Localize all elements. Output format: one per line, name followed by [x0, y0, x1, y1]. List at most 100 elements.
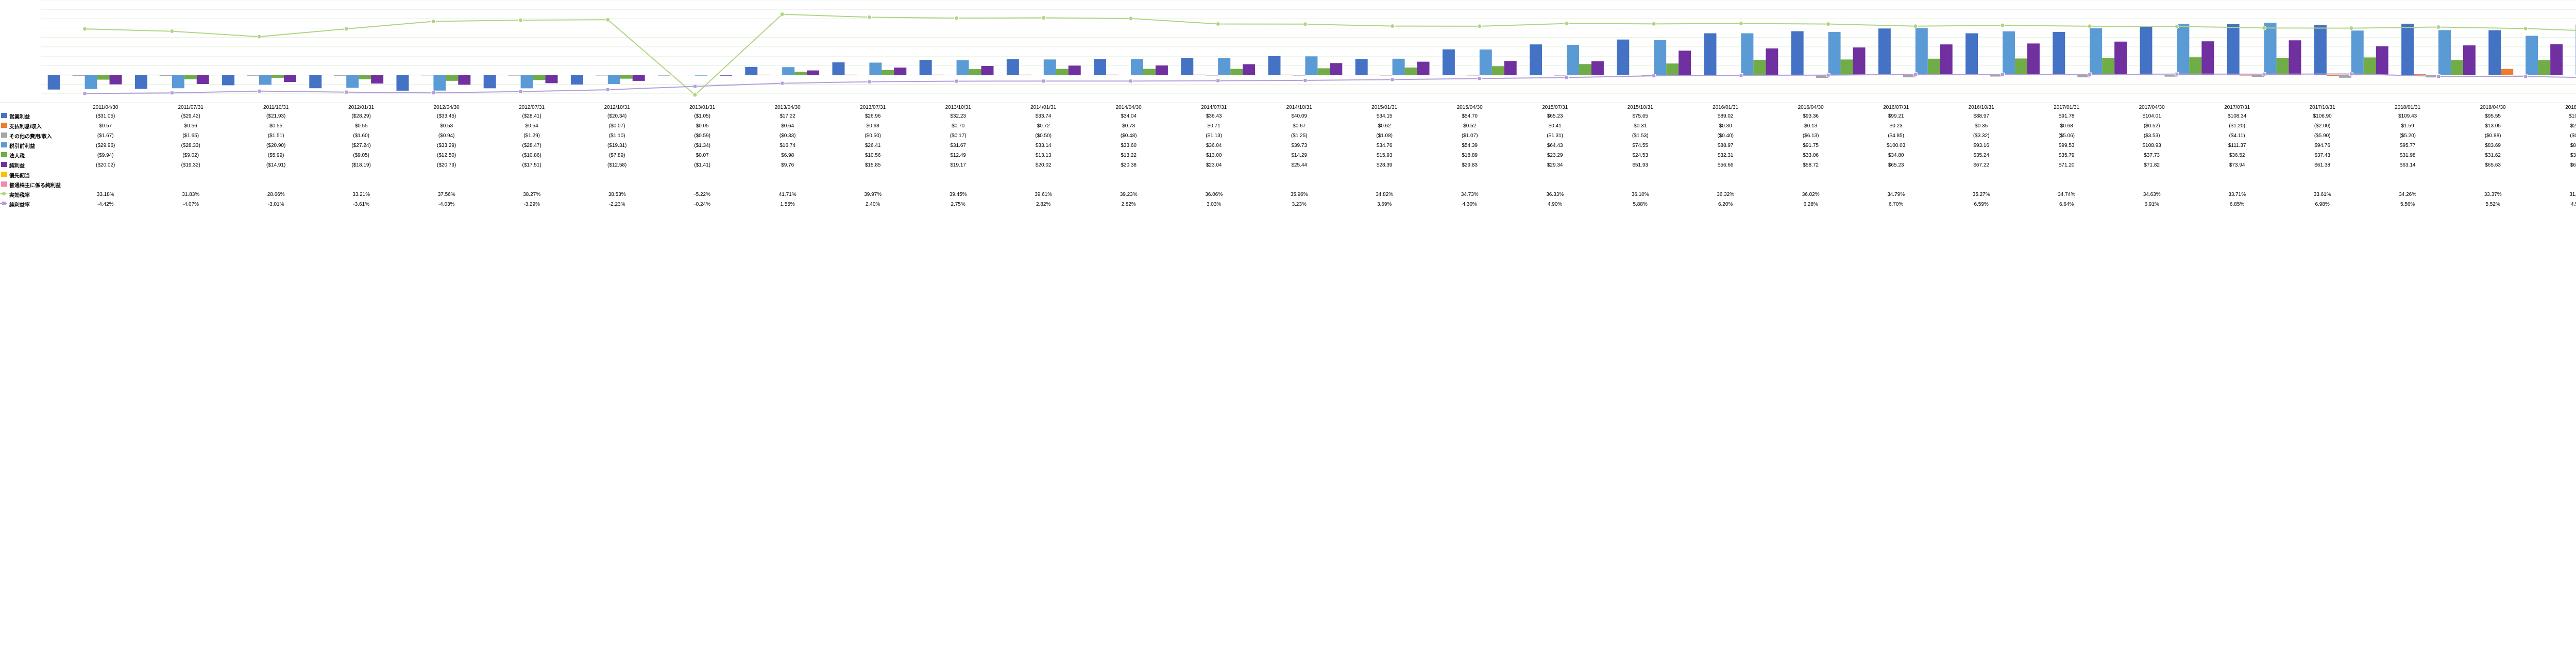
cell-int_exp: $0.55: [318, 121, 404, 131]
cell-op_income: ($28.41): [489, 111, 574, 121]
cell-net_income: ($18.19): [318, 160, 404, 170]
cell-op_income: $108.34: [2194, 111, 2280, 121]
cell-net_income: ($19.32): [148, 160, 233, 170]
cell-net_margin: -4.07%: [148, 200, 233, 209]
cell-eff_tax: 31.59%: [2535, 190, 2576, 200]
cell-pretax: $34.76: [1342, 141, 1427, 151]
cell-tax: $37.73: [2109, 151, 2195, 160]
cell-pretax: $33.14: [1001, 141, 1086, 151]
row-header-common_net: 普通株主に係る純利益: [0, 180, 63, 190]
cell-eff_tax: 36.33%: [1512, 190, 1598, 200]
cell-net_income: $28.39: [1342, 160, 1427, 170]
cell-common_net: [1939, 180, 2024, 190]
cell-op_income: $91.78: [2024, 111, 2109, 121]
cell-other_exp: ($4.85): [1853, 131, 1939, 141]
cell-tax: ($12.50): [404, 151, 489, 160]
cell-net_income: $58.72: [1768, 160, 1854, 170]
cell-pretax: $100.03: [1853, 141, 1939, 151]
cell-net_income: $20.02: [1001, 160, 1086, 170]
cell-net_income: $19.17: [916, 160, 1001, 170]
cell-other_exp: ($3.53): [2109, 131, 2195, 141]
cell-pretax: ($28.33): [148, 141, 233, 151]
cell-net_margin: 6.70%: [1853, 200, 1939, 209]
cell-net_margin: 6.85%: [2194, 200, 2280, 209]
cell-net_margin: 3.03%: [1171, 200, 1257, 209]
cell-pretax: ($27.24): [318, 141, 404, 151]
cell-int_exp: $0.53: [404, 121, 489, 131]
row-header-pref_div: 優先配当: [0, 170, 63, 180]
period-header: 2018/01/31: [2365, 103, 2450, 111]
cell-net_margin: 5.52%: [2450, 200, 2536, 209]
cell-pretax: ($28.47): [489, 141, 574, 151]
cell-net_margin: 2.75%: [916, 200, 1001, 209]
cell-other_exp: ($0.48): [1086, 131, 1172, 141]
cell-net_income: ($20.79): [404, 160, 489, 170]
cell-eff_tax: 33.37%: [2450, 190, 2536, 200]
row-header-eff_tax: 実効税率: [0, 190, 63, 200]
period-header: 2012/04/30: [404, 103, 489, 111]
cell-pref_div: [1257, 170, 1342, 180]
cell-other_exp: ($1.07): [1427, 131, 1513, 141]
cell-net_income: $61.38: [2280, 160, 2365, 170]
cell-pref_div: [1342, 170, 1427, 180]
cell-tax: $36.52: [2194, 151, 2280, 160]
cell-other_exp: ($0.31): [2535, 131, 2576, 141]
cell-net_income: $73.94: [2194, 160, 2280, 170]
cell-pref_div: [2450, 170, 2536, 180]
period-header: 2018/07/31: [2535, 103, 2576, 111]
cell-eff_tax: 33.21%: [318, 190, 404, 200]
cell-pref_div: [830, 170, 916, 180]
cell-op_income: $65.23: [1512, 111, 1598, 121]
cell-other_exp: ($1.29): [489, 131, 574, 141]
cell-other_exp: ($0.94): [404, 131, 489, 141]
cell-common_net: [2535, 180, 2576, 190]
period-header: 2012/07/31: [489, 103, 574, 111]
cell-int_exp: ($0.07): [574, 121, 660, 131]
period-header: 2011/10/31: [233, 103, 318, 111]
cell-other_exp: ($5.20): [2365, 131, 2450, 141]
cell-net_income: $65.23: [1853, 160, 1939, 170]
cell-tax: $10.56: [830, 151, 916, 160]
cell-net_margin: -3.29%: [489, 200, 574, 209]
cell-pretax: $95.77: [2365, 141, 2450, 151]
cell-net_margin: -4.03%: [404, 200, 489, 209]
cell-net_margin: 6.98%: [2280, 200, 2365, 209]
cell-net_income: $23.04: [1171, 160, 1257, 170]
cell-op_income: $17.22: [745, 111, 831, 121]
cell-int_exp: $0.30: [1683, 121, 1768, 131]
cell-tax: $31.98: [2365, 151, 2450, 160]
period-header: 2018/04/30: [2450, 103, 2536, 111]
cell-tax: $15.93: [1342, 151, 1427, 160]
cell-net_income: $29.34: [1512, 160, 1598, 170]
cell-other_exp: ($0.50): [830, 131, 916, 141]
cell-common_net: [2280, 180, 2365, 190]
cell-other_exp: ($0.40): [1683, 131, 1768, 141]
cell-pretax: $26.41: [830, 141, 916, 151]
cell-pretax: $31.67: [916, 141, 1001, 151]
period-header: 2013/10/31: [916, 103, 1001, 111]
cell-other_exp: ($1.25): [1257, 131, 1342, 141]
cell-net_margin: 5.88%: [1598, 200, 1683, 209]
cell-int_exp: $0.35: [1939, 121, 2024, 131]
period-header: 2016/01/31: [1683, 103, 1768, 111]
cell-common_net: [1598, 180, 1683, 190]
period-header: 2017/04/30: [2109, 103, 2195, 111]
cell-pref_div: [1427, 170, 1513, 180]
cell-common_net: [916, 180, 1001, 190]
cell-op_income: ($20.34): [574, 111, 660, 121]
cell-pref_div: [1001, 170, 1086, 180]
cell-net_income: ($1.41): [659, 160, 745, 170]
cell-net_income: $63.14: [2365, 160, 2450, 170]
cell-net_margin: 4.30%: [1427, 200, 1513, 209]
cell-common_net: [1853, 180, 1939, 190]
cell-int_exp: $0.55: [233, 121, 318, 131]
cell-pretax: ($29.96): [63, 141, 148, 151]
cell-op_income: $40.09: [1257, 111, 1342, 121]
cell-int_exp: $0.67: [1257, 121, 1342, 131]
cell-op_income: ($21.93): [233, 111, 318, 121]
cell-pretax: $93.16: [1939, 141, 2024, 151]
row-header-other_exp: その他の費用/収入: [0, 131, 63, 141]
cell-int_exp: $0.68: [2024, 121, 2109, 131]
period-header: 2013/04/30: [745, 103, 831, 111]
cell-common_net: [2365, 180, 2450, 190]
